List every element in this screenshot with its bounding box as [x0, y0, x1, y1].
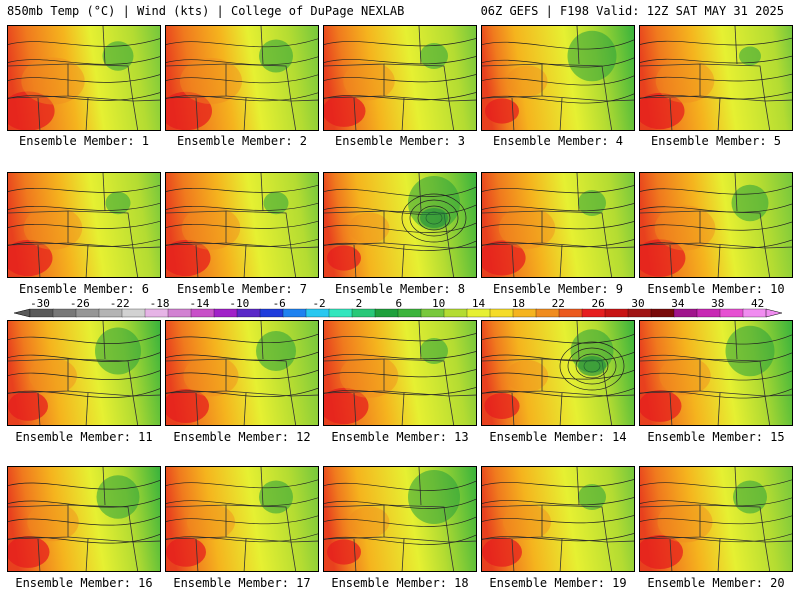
colorbar-segment — [29, 308, 54, 318]
colorbar-tick-label: -14 — [190, 298, 210, 310]
ensemble-member-map — [7, 25, 161, 131]
colorbar-segment — [696, 308, 721, 318]
ensemble-member-label: Ensemble Member: 19 — [489, 576, 627, 590]
colorbar-segment — [581, 308, 606, 318]
ensemble-member-label: Ensemble Member: 3 — [334, 134, 466, 148]
colorbar-tick-label: -10 — [229, 298, 249, 310]
ensemble-member-label: Ensemble Member: 7 — [176, 282, 308, 296]
colorbar-tick-label: 14 — [472, 298, 486, 310]
colorbar-segment — [98, 308, 123, 318]
colorbar-segment — [374, 308, 399, 318]
colorbar-tick-label: 18 — [512, 298, 525, 310]
ensemble-member-map — [323, 320, 477, 426]
colorbar-segment — [52, 308, 77, 318]
colorbar-segment — [259, 308, 284, 318]
ensemble-member-label: Ensemble Member: 6 — [18, 282, 150, 296]
ensemble-member-label: Ensemble Member: 1 — [18, 134, 150, 148]
ensemble-member-label: Ensemble Member: 18 — [331, 576, 469, 590]
ensemble-member-map — [165, 320, 319, 426]
ensemble-member-map — [323, 466, 477, 572]
ensemble-member-map — [165, 25, 319, 131]
colorbar-segment — [190, 308, 215, 318]
colorbar-segment — [673, 308, 698, 318]
ensemble-member-label: Ensemble Member: 13 — [331, 430, 469, 444]
ensemble-member-map — [7, 320, 161, 426]
colorbar-tick-label: 38 — [711, 298, 724, 310]
ensemble-member-map — [639, 172, 793, 278]
colorbar-tick-label: -2 — [312, 298, 325, 310]
colorbar-segment — [512, 308, 537, 318]
colorbar-segment — [213, 308, 238, 318]
ensemble-member-map — [481, 25, 635, 131]
colorbar-segment — [650, 308, 675, 318]
ensemble-member-label: Ensemble Member: 14 — [489, 430, 627, 444]
colorbar-segment — [397, 308, 422, 318]
colorbar-segment — [75, 308, 100, 318]
ensemble-member-label: Ensemble Member: 5 — [650, 134, 782, 148]
colorbar-tick-label: -18 — [150, 298, 170, 310]
colorbar-tick-label: 2 — [356, 298, 363, 310]
colorbar-segment — [535, 308, 560, 318]
temperature-colorbar: -30 -26 -22 -18 -14 -10 -6 -2 2 6 10 14 18 22 26 30 34 38… — [13, 298, 783, 318]
colorbar-segment — [489, 308, 514, 318]
colorbar-tick-label: 26 — [592, 298, 605, 310]
colorbar-segment — [466, 308, 491, 318]
ensemble-member-map — [165, 466, 319, 572]
colorbar-tick-label: 22 — [552, 298, 565, 310]
ensemble-member-map — [323, 172, 477, 278]
ensemble-member-map — [7, 172, 161, 278]
colorbar-tick-label: -30 — [30, 298, 50, 310]
ensemble-member-map — [481, 466, 635, 572]
colorbar-segment — [443, 308, 468, 318]
ensemble-member-label: Ensemble Member: 15 — [647, 430, 785, 444]
ensemble-member-map — [481, 172, 635, 278]
colorbar-max-arrow — [765, 308, 783, 318]
ensemble-member-label: Ensemble Member: 10 — [647, 282, 785, 296]
colorbar-tick-label: -26 — [70, 298, 90, 310]
colorbar-tick-label: 42 — [751, 298, 764, 310]
ensemble-member-map — [165, 172, 319, 278]
colorbar-tick-label: 6 — [395, 298, 402, 310]
colorbar-segment — [420, 308, 445, 318]
colorbar-segment — [351, 308, 376, 318]
colorbar-tick-label: -22 — [110, 298, 130, 310]
colorbar-tick-label: -6 — [273, 298, 286, 310]
colorbar-segment — [282, 308, 307, 318]
ensemble-member-map — [481, 320, 635, 426]
colorbar-segment — [627, 308, 652, 318]
colorbar-tick-label: 30 — [631, 298, 644, 310]
colorbar-segment — [719, 308, 744, 318]
colorbar-tick-label: 10 — [432, 298, 445, 310]
ensemble-member-label: Ensemble Member: 9 — [492, 282, 624, 296]
ensemble-member-label: Ensemble Member: 12 — [173, 430, 311, 444]
ensemble-member-map — [323, 25, 477, 131]
colorbar-segment — [144, 308, 169, 318]
colorbar-segment — [167, 308, 192, 318]
colorbar-segment — [604, 308, 629, 318]
ensemble-member-label: Ensemble Member: 17 — [173, 576, 311, 590]
colorbar-segment — [742, 308, 767, 318]
colorbar-segment — [558, 308, 583, 318]
map-title: 850mb Temp (°C) | Wind (kts) | College o… — [7, 4, 405, 18]
colorbar-segment — [236, 308, 261, 318]
ensemble-member-label: Ensemble Member: 11 — [15, 430, 153, 444]
colorbar-segment — [328, 308, 353, 318]
colorbar-tick-label: 34 — [671, 298, 685, 310]
ensemble-member-map — [639, 25, 793, 131]
colorbar-segment — [121, 308, 146, 318]
ensemble-member-label: Ensemble Member: 8 — [334, 282, 466, 296]
model-valid-time: 06Z GEFS | F198 Valid: 12Z SAT MAY 31 20… — [480, 4, 784, 18]
ensemble-member-label: Ensemble Member: 16 — [15, 576, 153, 590]
ensemble-member-map — [639, 466, 793, 572]
ensemble-member-map — [639, 320, 793, 426]
ensemble-member-label: Ensemble Member: 20 — [647, 576, 785, 590]
ensemble-member-label: Ensemble Member: 2 — [176, 134, 308, 148]
colorbar-min-arrow — [13, 308, 31, 318]
colorbar-segment — [305, 308, 330, 318]
ensemble-member-label: Ensemble Member: 4 — [492, 134, 624, 148]
ensemble-member-map — [7, 466, 161, 572]
